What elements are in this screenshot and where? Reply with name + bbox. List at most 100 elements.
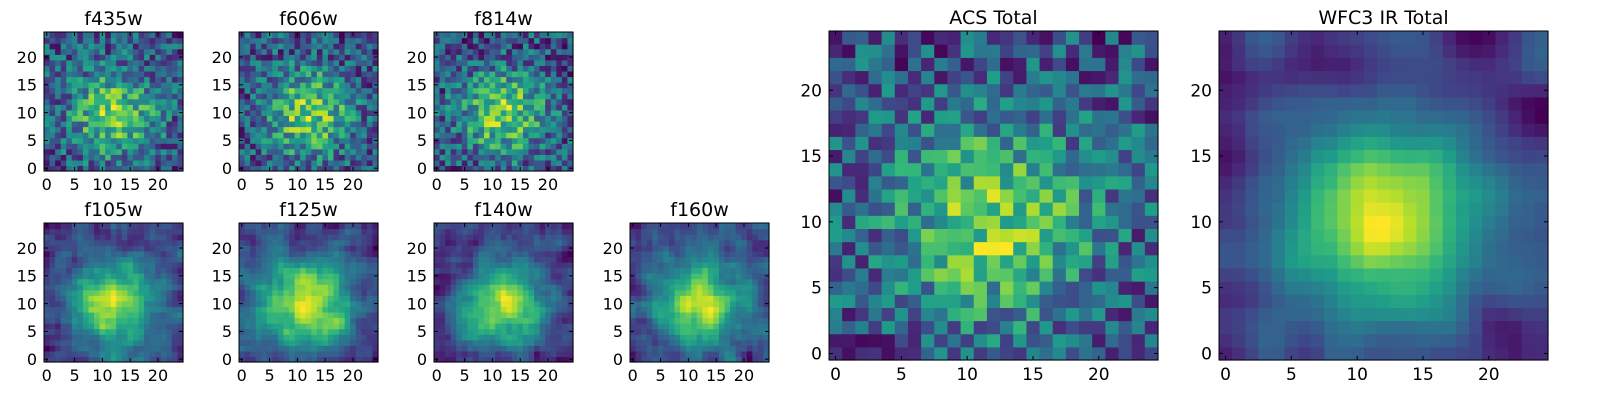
heatmap-cell bbox=[77, 154, 84, 161]
heatmap-cell bbox=[511, 339, 518, 346]
heatmap-cell bbox=[366, 284, 374, 291]
heatmap-cell bbox=[472, 317, 480, 324]
heatmap-cell bbox=[361, 48, 368, 55]
heatmap-cell bbox=[355, 356, 362, 363]
heatmap-cell bbox=[116, 261, 123, 269]
heatmap-cell bbox=[132, 120, 140, 128]
heatmap-cell bbox=[506, 334, 513, 341]
heatmap-cell bbox=[60, 48, 67, 55]
heatmap-cell bbox=[868, 267, 883, 282]
heatmap-cell bbox=[1013, 215, 1027, 229]
heatmap-cell bbox=[44, 234, 51, 241]
heatmap-cell bbox=[489, 137, 496, 144]
heatmap-cell bbox=[489, 273, 496, 280]
heatmap-cell bbox=[261, 339, 268, 346]
heatmap-cell bbox=[327, 278, 335, 285]
heatmap-cell bbox=[567, 284, 574, 291]
heatmap-cell bbox=[144, 165, 151, 172]
heatmap-cell bbox=[934, 281, 949, 295]
heatmap-cell bbox=[934, 346, 949, 361]
heatmap-cell bbox=[344, 267, 351, 274]
heatmap-cell bbox=[685, 289, 692, 296]
heatmap-cell bbox=[166, 98, 173, 105]
heatmap-cell bbox=[327, 284, 335, 291]
heatmap-cell bbox=[668, 300, 676, 307]
heatmap-cell bbox=[277, 250, 285, 257]
heatmap-cell bbox=[305, 132, 312, 139]
panel-title: f125w bbox=[279, 199, 338, 221]
heatmap-cell bbox=[445, 317, 452, 324]
heatmap-cell bbox=[456, 223, 463, 230]
heatmap-cell bbox=[467, 109, 474, 116]
heatmap-cell bbox=[289, 334, 296, 341]
heatmap-cell bbox=[99, 87, 106, 94]
heatmap-cell bbox=[434, 345, 441, 352]
heatmap-cell bbox=[350, 137, 357, 144]
heatmap-cell bbox=[713, 311, 720, 319]
heatmap-cell bbox=[272, 250, 279, 257]
heatmap-cell bbox=[511, 132, 518, 139]
heatmap-cell bbox=[88, 76, 95, 83]
heatmap-cell bbox=[545, 278, 552, 285]
heatmap-cell bbox=[372, 59, 379, 66]
heatmap-cell bbox=[105, 82, 112, 89]
heatmap-cell bbox=[434, 37, 441, 44]
heatmap-cell bbox=[132, 284, 140, 291]
heatmap-cell bbox=[127, 126, 134, 133]
heatmap-cell bbox=[239, 120, 246, 128]
heatmap-cell bbox=[450, 295, 457, 302]
heatmap-cell bbox=[1065, 241, 1080, 256]
heatmap-cell bbox=[94, 115, 101, 122]
heatmap-cell bbox=[55, 120, 62, 128]
heatmap-cell bbox=[177, 143, 184, 150]
heatmap-cell bbox=[355, 245, 362, 252]
heatmap-cell bbox=[372, 350, 379, 358]
heatmap-cell bbox=[149, 334, 156, 341]
heatmap-cell bbox=[311, 250, 318, 257]
heatmap-cell bbox=[316, 93, 323, 100]
heatmap-cell bbox=[907, 267, 922, 282]
heatmap-cell bbox=[657, 284, 664, 291]
heatmap-cell bbox=[489, 48, 496, 55]
heatmap-cell bbox=[445, 311, 452, 319]
heatmap-cell bbox=[149, 267, 156, 274]
heatmap-cell bbox=[707, 339, 714, 346]
heatmap-cell bbox=[160, 137, 167, 144]
heatmap-cell bbox=[110, 306, 117, 313]
heatmap-cell bbox=[668, 345, 676, 352]
heatmap-cell bbox=[960, 346, 975, 361]
heatmap-cell bbox=[121, 345, 128, 352]
heatmap-cell bbox=[517, 339, 524, 346]
heatmap-cell bbox=[60, 120, 67, 128]
heatmap-cell bbox=[272, 295, 279, 302]
heatmap-cell bbox=[277, 109, 285, 116]
heatmap-cell bbox=[44, 317, 51, 324]
heatmap-cell bbox=[294, 43, 301, 50]
y-tick-label: 20 bbox=[17, 48, 37, 67]
heatmap-cell bbox=[746, 356, 753, 363]
heatmap-cell bbox=[55, 311, 62, 319]
heatmap-cell bbox=[138, 70, 145, 78]
heatmap-cell bbox=[556, 93, 563, 100]
heatmap-cell bbox=[166, 267, 173, 274]
heatmap-cell bbox=[556, 289, 563, 296]
heatmap-cell bbox=[522, 59, 530, 66]
heatmap-cell bbox=[641, 306, 648, 313]
heatmap-cell bbox=[110, 82, 117, 89]
heatmap-cell bbox=[630, 228, 637, 235]
heatmap-cell bbox=[439, 32, 446, 39]
heatmap-cell bbox=[630, 289, 637, 296]
heatmap-cell bbox=[724, 289, 731, 296]
heatmap-cell bbox=[472, 223, 480, 230]
heatmap-cell bbox=[724, 267, 731, 274]
heatmap-cell bbox=[239, 159, 246, 167]
heatmap-cell bbox=[322, 143, 329, 150]
heatmap-cell bbox=[556, 284, 563, 291]
heatmap-cell bbox=[680, 278, 687, 285]
heatmap-cell bbox=[539, 273, 546, 280]
heatmap-cell bbox=[439, 239, 446, 246]
heatmap-cell bbox=[333, 132, 340, 139]
heatmap-cell bbox=[461, 148, 468, 155]
heatmap-cell bbox=[567, 70, 574, 78]
heatmap-cell bbox=[327, 132, 335, 139]
